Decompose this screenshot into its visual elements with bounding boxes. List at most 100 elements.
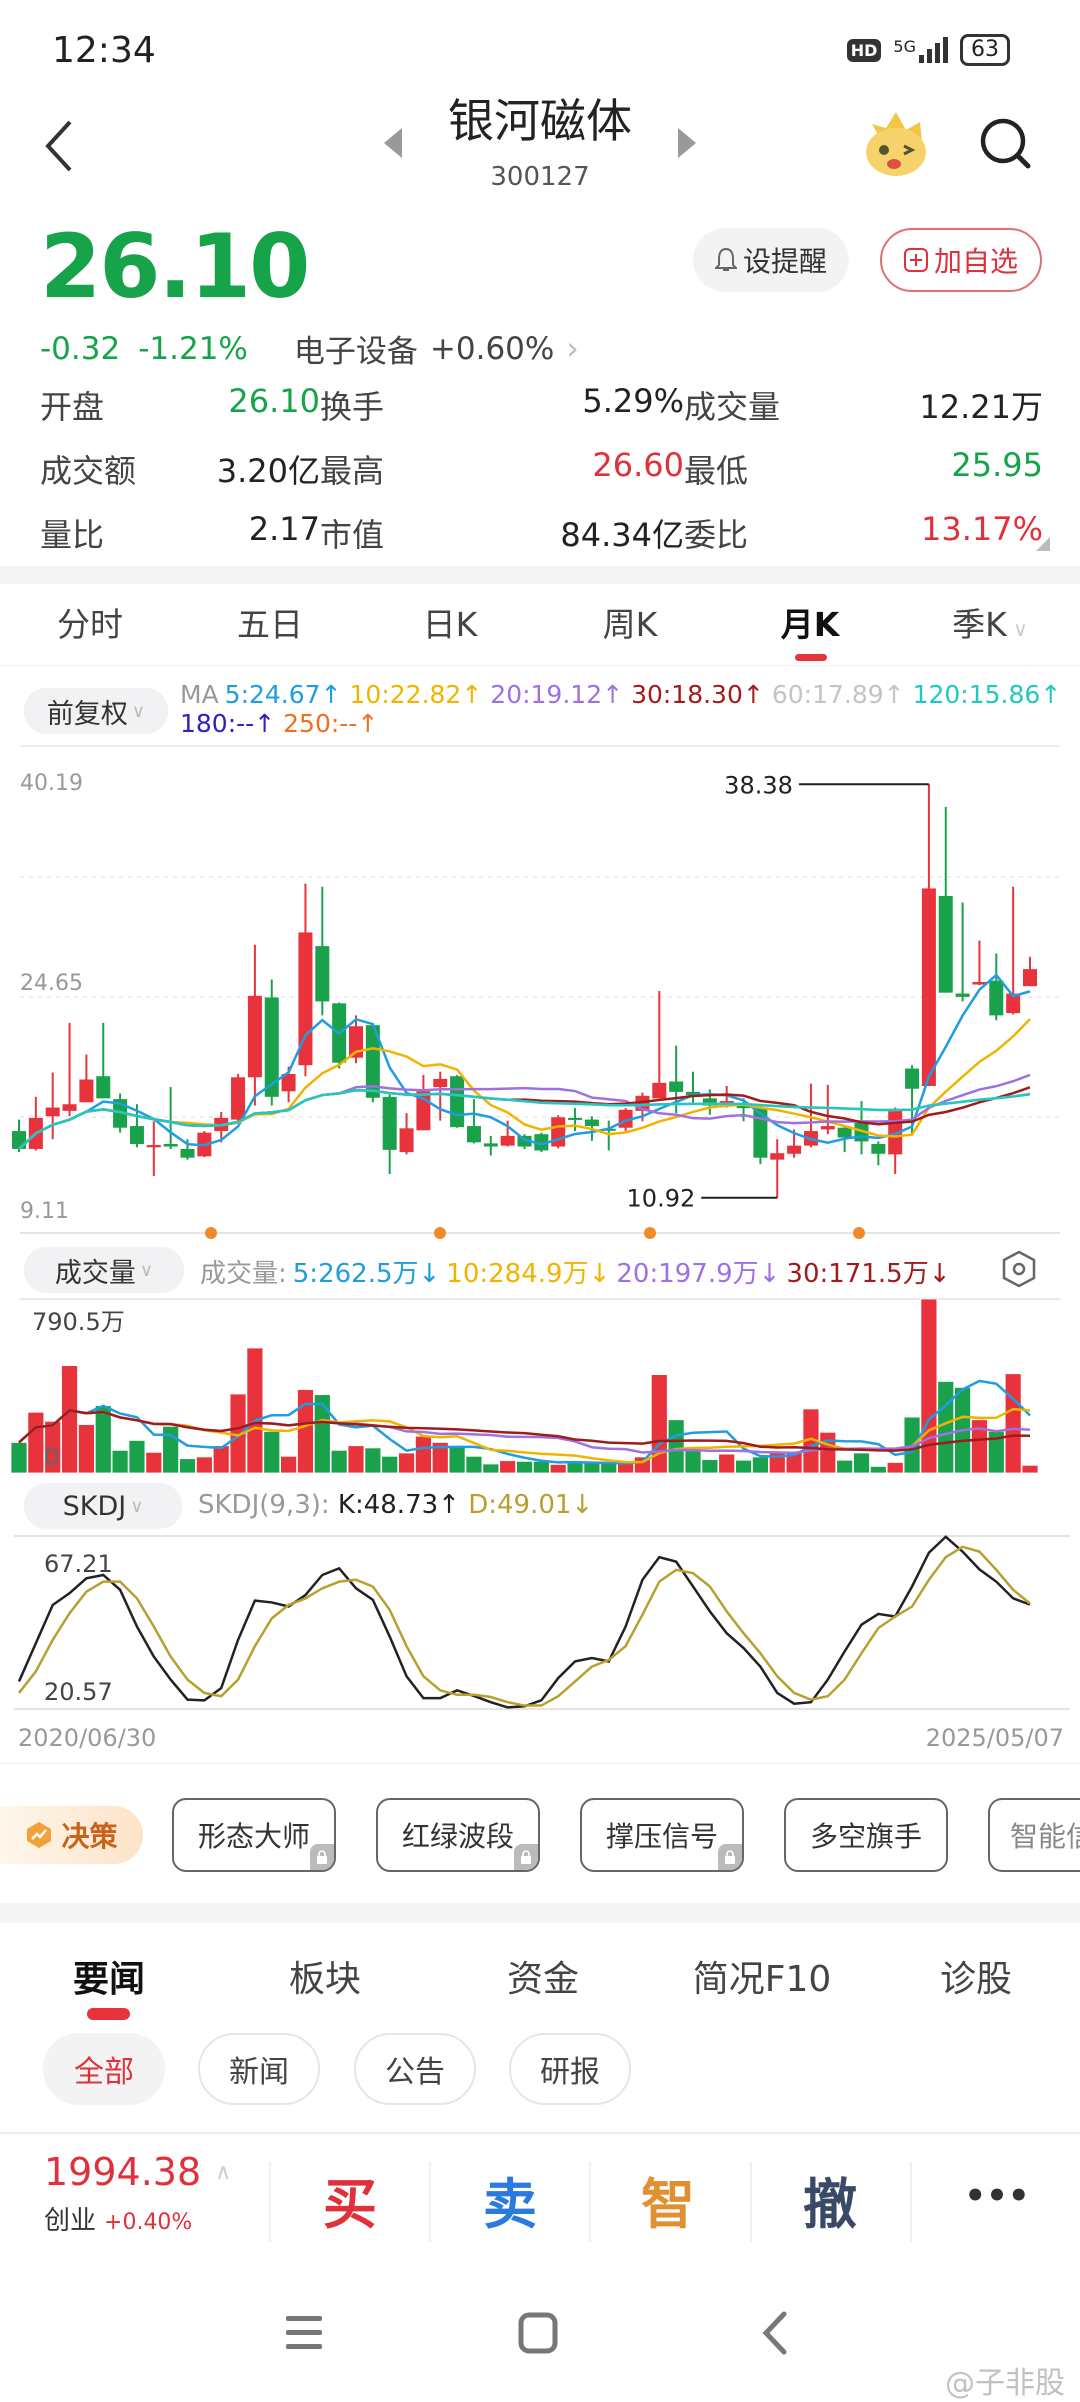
lock-icon — [310, 1844, 334, 1870]
prev-stock-icon[interactable] — [384, 128, 402, 162]
volume-bar — [752, 1456, 769, 1474]
news-tab[interactable]: 要闻 — [72, 1959, 146, 2000]
lock-icon — [718, 1844, 742, 1870]
tab-label: 季K — [952, 605, 1007, 644]
candle-body — [989, 980, 1004, 1016]
indicator-selector[interactable]: SKDJ ∨ — [24, 1483, 182, 1529]
stat-value: 25.95 — [951, 446, 1043, 484]
news-filter-chip[interactable]: 全部 — [43, 2033, 165, 2105]
trade-action-button[interactable]: 买 — [323, 2173, 377, 2236]
decision-tool-button[interactable]: 多空旗手 — [784, 1798, 948, 1872]
sector-link[interactable]: 电子设备 +0.60% › — [294, 326, 579, 371]
tab-label: 五日 — [237, 605, 303, 644]
decision-tool-button[interactable]: 智能信 — [988, 1798, 1080, 1872]
candle — [871, 1141, 886, 1166]
tab-period[interactable]: 周K — [540, 598, 720, 646]
trade-action-button[interactable]: ••• — [964, 2176, 1030, 2216]
candle — [163, 1087, 178, 1149]
volume-max-label: 790.5万 — [32, 1308, 125, 1336]
candle-body — [534, 1134, 549, 1151]
candle-body — [551, 1117, 566, 1147]
decision-tool-button[interactable]: 红绿波段 — [376, 1798, 540, 1872]
tab-period[interactable]: 分时 — [0, 598, 180, 646]
news-filter-chip[interactable]: 研报 — [509, 2033, 631, 2105]
decision-tool-button[interactable]: 撑压信号 — [580, 1798, 744, 1872]
trade-action-button[interactable]: 卖 — [483, 2173, 537, 2236]
search-icon[interactable] — [978, 116, 1034, 176]
tab-period[interactable]: 五日 — [180, 598, 360, 646]
index-ticker[interactable]: 1994.38 ∧ 创业 +0.40% — [44, 2150, 231, 2237]
chevron-down-icon: ∨ — [130, 1495, 144, 1517]
volume-bar — [735, 1459, 752, 1474]
menu-nav-icon[interactable] — [284, 2313, 324, 2357]
decision-tool-label: 撑压信号 — [605, 1820, 718, 1853]
volume-bar — [398, 1452, 415, 1474]
adjust-selector[interactable]: 前复权 ∨ — [24, 688, 168, 734]
volume-bar — [414, 1435, 432, 1474]
mascot-icon[interactable] — [862, 112, 930, 182]
news-filter-chip[interactable]: 公告 — [354, 2033, 476, 2105]
trade-action-button[interactable]: 智 — [641, 2173, 695, 2236]
vol-ma-5-line — [18, 1379, 1031, 1465]
event-dot[interactable] — [205, 1227, 217, 1239]
candle — [433, 1071, 448, 1121]
index-name: 创业 — [44, 2206, 97, 2236]
event-dot[interactable] — [434, 1227, 446, 1239]
volume-bar — [1021, 1464, 1039, 1474]
trade-action-button[interactable]: 撤 — [803, 2173, 857, 2236]
divider — [0, 665, 1080, 666]
adjust-label: 前复权 — [46, 698, 128, 730]
volume-bar — [94, 1405, 112, 1474]
home-nav-icon[interactable] — [518, 2312, 558, 2358]
tab-period[interactable]: 日K — [360, 598, 540, 646]
signal-icon: 5G — [893, 37, 948, 63]
volume-bar — [532, 1460, 550, 1474]
tab-period[interactable]: 季K ∨ — [900, 598, 1080, 646]
news-filter-chip[interactable]: 新闻 — [198, 2033, 320, 2105]
kline-chart[interactable]: 40.19 24.65 9.11 38.38 10.92 790.5万 0 67.21 20.5… — [0, 0, 1080, 1760]
ma-30-value: 30:18.30↑ — [631, 680, 764, 709]
candle-body — [129, 1126, 144, 1144]
volume-selector[interactable]: 成交量 ∨ — [24, 1247, 184, 1293]
max-price-label: 38.38 — [724, 771, 793, 799]
set-alert-label: 设提醒 — [742, 245, 827, 278]
news-tab[interactable]: 资金 — [506, 1959, 580, 2000]
candle — [955, 902, 970, 1002]
vol-ma-10-value: 10:284.9万↓ — [446, 1259, 611, 1289]
date-end: 2025/05/07 — [925, 1724, 1064, 1752]
skdj-k-line — [17, 1535, 1031, 1709]
event-dot[interactable] — [644, 1227, 656, 1239]
add-watchlist-button[interactable]: 加自选 — [880, 228, 1042, 292]
candle-body — [1023, 969, 1037, 987]
change-row: -0.32 -1.21% 电子设备 +0.60% › — [40, 326, 579, 371]
set-alert-button[interactable]: 设提醒 — [693, 228, 849, 292]
event-dot[interactable] — [853, 1227, 865, 1239]
volume-bar — [718, 1453, 736, 1474]
decision-label: 决策 — [61, 1820, 118, 1853]
news-tab[interactable]: 简况F10 — [692, 1959, 832, 2000]
news-tab[interactable]: 板块 — [288, 1959, 362, 2000]
back-icon[interactable] — [40, 118, 80, 174]
decision-badge[interactable]: 决策 — [0, 1806, 143, 1864]
tab-period[interactable]: 月K — [720, 598, 900, 646]
candle-body — [686, 1091, 700, 1096]
candle-body — [79, 1079, 94, 1103]
ma-5-value: 5:24.67↑ — [224, 680, 342, 709]
decision-tool-button[interactable]: 形态大师 — [172, 1798, 336, 1872]
skdj-legend: SKDJ(9,3): K:48.73↑ D:49.01↓ — [198, 1490, 593, 1520]
chevron-right-icon: › — [566, 330, 579, 367]
price-axis-label: 9.11 — [20, 1199, 69, 1224]
active-tab-indicator — [795, 654, 827, 661]
news-tab[interactable]: 诊股 — [939, 1959, 1013, 2000]
candle-body — [568, 1117, 583, 1120]
candle — [96, 1022, 111, 1099]
next-stock-icon[interactable] — [678, 128, 696, 162]
settings-hexagon-icon[interactable] — [1002, 1250, 1036, 1292]
back-nav-icon[interactable] — [760, 2310, 790, 2360]
candle-body — [483, 1143, 498, 1147]
candle-body — [905, 1068, 920, 1089]
candle-body — [247, 995, 262, 1078]
candle — [180, 1139, 195, 1160]
expand-corner-icon[interactable] — [1036, 536, 1050, 555]
volume-bar — [179, 1458, 196, 1474]
